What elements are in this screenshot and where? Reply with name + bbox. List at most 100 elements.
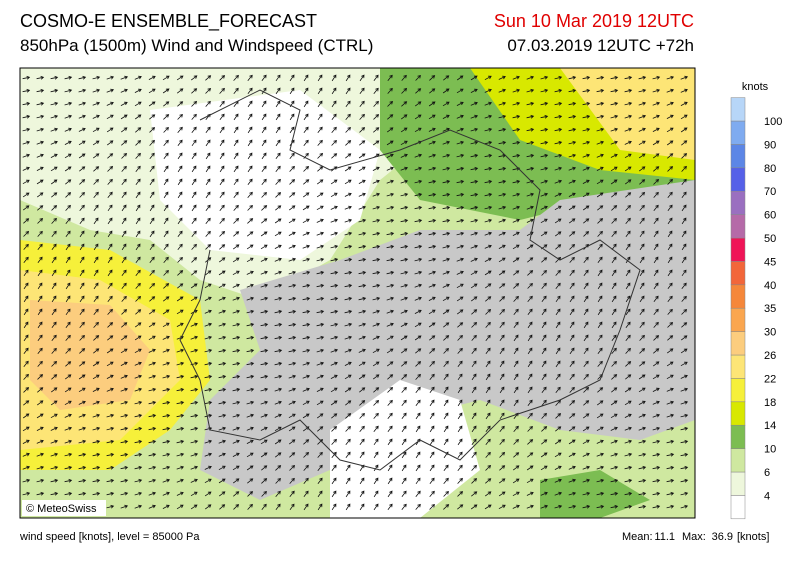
wind-arrow [456, 309, 464, 315]
wind-arrow [638, 504, 647, 509]
wind-arrow [526, 153, 535, 158]
wind-arrow [233, 87, 239, 94]
wind-arrow [260, 231, 268, 237]
wind-arrow [667, 204, 673, 212]
wind-arrow [568, 153, 577, 158]
wind-arrow [540, 101, 549, 106]
wind-arrow [680, 426, 689, 431]
wind-arrow [387, 477, 393, 485]
wind-arrow [387, 74, 393, 81]
wind-arrow [232, 335, 241, 340]
wind-arrow [289, 192, 296, 198]
wind-arrow [317, 87, 323, 95]
wind-arrow [120, 75, 129, 80]
wind-arrow [345, 87, 351, 95]
wind-arrow [302, 270, 311, 275]
wind-arrow [78, 140, 86, 146]
wind-arrow [611, 230, 617, 237]
wind-arrow [442, 114, 450, 119]
wind-arrow [344, 309, 353, 314]
wind-arrow [219, 178, 225, 186]
wind-arrow [625, 256, 631, 264]
wind-arrow [625, 321, 631, 329]
wind-arrow [246, 413, 255, 418]
wind-arrow [247, 126, 253, 134]
wind-arrow [121, 256, 127, 264]
wind-arrow [78, 491, 87, 496]
wind-arrow [233, 126, 239, 134]
wind-arrow [428, 244, 437, 249]
wind-arrow [106, 478, 115, 483]
wind-arrow [512, 140, 521, 145]
wind-arrow [596, 192, 604, 198]
wind-arrow [582, 153, 591, 158]
wind-arrow [359, 503, 365, 511]
wind-arrow [638, 75, 647, 80]
wind-arrow [288, 218, 296, 224]
wind-arrow [498, 504, 506, 510]
wind-arrow [555, 413, 562, 419]
wind-arrow [78, 88, 87, 93]
wind-arrow [569, 295, 575, 303]
wind-arrow [317, 477, 323, 485]
wind-arrow [540, 218, 548, 224]
wind-arrow [275, 100, 281, 108]
wind-arrow [541, 308, 547, 316]
wind-arrow [50, 387, 58, 393]
wind-arrow [289, 452, 296, 458]
wind-arrow [512, 257, 520, 263]
wind-arrow [162, 387, 171, 392]
colorbar-label: 35 [764, 303, 776, 315]
wind-arrow [289, 100, 295, 108]
wind-arrow [554, 504, 563, 509]
wind-arrow [261, 465, 268, 471]
wind-arrow [303, 477, 309, 484]
wind-arrow [176, 439, 185, 444]
wind-arrow [64, 491, 73, 496]
wind-arrow [247, 74, 253, 81]
wind-arrow [415, 373, 421, 380]
wind-arrow [386, 179, 395, 184]
wind-arrow [176, 400, 185, 405]
wind-arrow [79, 243, 85, 251]
wind-arrow [65, 334, 71, 341]
wind-arrow [135, 269, 141, 276]
wind-arrow [667, 191, 673, 198]
wind-arrow [204, 478, 212, 484]
wind-arrow [653, 269, 659, 277]
wind-arrow [610, 153, 618, 158]
wind-arrow [414, 153, 423, 158]
wind-arrow [625, 192, 632, 198]
wind-arrow [471, 386, 477, 394]
wind-arrow [36, 426, 44, 431]
wind-arrow [582, 114, 591, 119]
wind-arrow [233, 113, 239, 121]
wind-arrow [527, 282, 533, 289]
wind-arrow [512, 491, 520, 497]
wind-arrow [624, 387, 632, 393]
wind-arrow [50, 452, 59, 457]
wind-arrow [484, 192, 493, 197]
wind-arrow [50, 179, 58, 185]
wind-arrow [414, 166, 423, 171]
wind-arrow [330, 296, 339, 301]
wind-arrow [93, 308, 99, 315]
wind-arrow [624, 114, 633, 119]
wind-arrow [191, 204, 197, 212]
wind-arrow [218, 335, 227, 340]
colorbar-box [730, 237, 746, 262]
wind-arrow [372, 192, 381, 197]
wind-arrow [611, 205, 618, 211]
wind-arrow [120, 400, 129, 405]
wind-arrow [471, 464, 477, 471]
wind-arrow [317, 126, 323, 134]
wind-arrow [456, 166, 465, 171]
wind-arrow [582, 205, 590, 211]
wind-arrow [51, 334, 57, 341]
wind-arrow [400, 283, 409, 288]
wind-arrow [121, 269, 127, 277]
wind-arrow [443, 322, 450, 328]
wind-arrow [373, 399, 380, 406]
wind-arrow [653, 191, 659, 198]
